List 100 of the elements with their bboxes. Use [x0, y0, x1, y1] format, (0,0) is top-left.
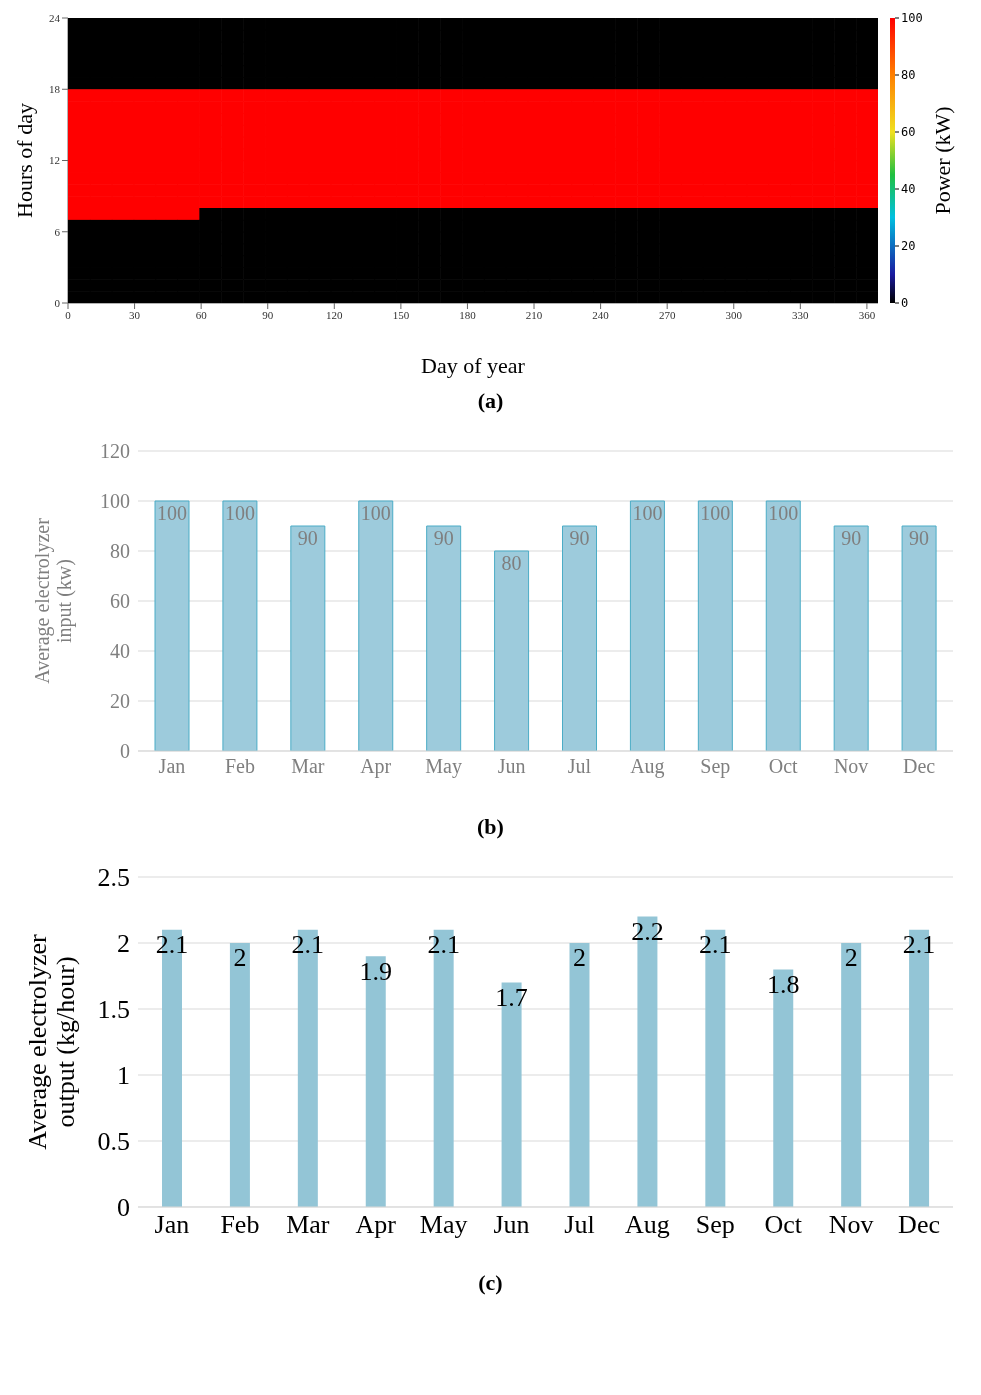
y-tick-label: 0.5: [97, 1127, 130, 1157]
color-bar-label: 80: [901, 68, 916, 82]
x-tick-label: Jun: [497, 755, 526, 778]
data-label: 90: [841, 527, 862, 550]
y-tick-label: 20: [110, 690, 130, 713]
data-label: 2.1: [902, 930, 936, 960]
bar: [154, 500, 190, 751]
data-label: 100: [224, 502, 255, 525]
x-tick-label: 270: [658, 308, 676, 321]
y-axis-title: Hours of day: [12, 103, 37, 218]
text: (b): [476, 814, 505, 840]
x-tick-label: 360: [858, 308, 876, 321]
data-label: 90: [569, 527, 590, 550]
color-bar-label: 0: [901, 296, 909, 310]
color-bar-label: 60: [901, 125, 916, 139]
color-bar-label: 20: [901, 239, 916, 253]
y-tick-label: 18: [49, 83, 61, 96]
x-tick-label: Sep: [695, 1210, 735, 1240]
text: (c): [477, 1270, 504, 1296]
bar: [229, 943, 250, 1207]
x-tick-label: Mar: [291, 755, 325, 778]
y-tick-label: 40: [110, 640, 130, 663]
y-tick-label: 0: [120, 740, 130, 763]
y-tick-label: 24: [49, 11, 61, 24]
x-tick-label: Jul: [567, 755, 592, 778]
x-tick-label: 90: [262, 308, 274, 321]
x-tick-label: Apr: [355, 1210, 397, 1240]
x-tick-label: Oct: [764, 1210, 803, 1240]
x-tick-label: 210: [525, 308, 543, 321]
y-tick-label: 100: [100, 490, 130, 513]
bar: [697, 500, 733, 751]
data-label: 1.9: [359, 956, 392, 986]
y-tick-label: 60: [110, 590, 130, 613]
bar: [833, 525, 869, 751]
y-tick-label: 2: [117, 929, 130, 959]
data-label: 1.7: [495, 983, 528, 1013]
data-label: 2.1: [427, 930, 460, 960]
x-tick-label: May: [419, 1210, 468, 1240]
data-label: 100: [700, 502, 731, 525]
bar: [494, 550, 530, 751]
data-label: 100: [768, 502, 799, 525]
data-label: 100: [360, 502, 391, 525]
x-tick-label: May: [425, 755, 462, 779]
x-tick-label: 180: [459, 308, 477, 321]
color-bar-label: 40: [901, 182, 916, 196]
x-tick-label: 120: [326, 308, 344, 321]
x-tick-label: Dec: [898, 1210, 940, 1240]
bar: [901, 525, 937, 751]
y-tick-label: 1.5: [97, 995, 130, 1025]
x-tick-label: Jan: [158, 755, 186, 778]
y-tick-label: 80: [110, 540, 130, 563]
y-axis-title: Average electrolyzer output (kg/hour): [22, 934, 81, 1150]
data-label: 90: [297, 527, 318, 550]
color-bar-title: Power (kW): [930, 106, 955, 215]
x-tick-label: Feb: [224, 755, 255, 778]
bar: [841, 943, 862, 1207]
bar: [222, 500, 258, 751]
x-tick-label: Nov: [833, 755, 869, 778]
x-tick-label: Aug: [630, 755, 665, 779]
data-label: 80: [501, 552, 522, 575]
y-tick-label: 12: [49, 154, 60, 167]
x-tick-label: 30: [129, 308, 141, 321]
x-tick-label: Nov: [828, 1210, 874, 1240]
data-label: 2.1: [155, 930, 189, 960]
bar: [569, 943, 590, 1207]
x-tick-label: 0: [65, 308, 72, 321]
x-tick-label: Dec: [902, 755, 936, 778]
x-tick-label: 240: [592, 308, 610, 321]
data-label: 2.1: [699, 930, 732, 960]
bar: [426, 525, 462, 751]
bar: [290, 525, 326, 751]
x-tick-label: Jun: [493, 1210, 530, 1240]
data-label: 2: [233, 943, 247, 973]
data-label: 1.8: [767, 969, 800, 999]
x-tick-label: 330: [792, 308, 810, 321]
x-tick-label: Oct: [768, 755, 799, 778]
data-label: 100: [157, 502, 187, 525]
y-tick-label: 6: [54, 225, 61, 238]
data-label: 90: [433, 527, 454, 550]
color-bar-label: 100: [901, 11, 923, 25]
y-tick-label: 0: [54, 296, 61, 309]
data-label: 2: [844, 943, 858, 973]
data-label: 2.1: [291, 930, 325, 960]
x-tick-label: Sep: [700, 755, 731, 779]
x-tick-label: 300: [725, 308, 743, 321]
data-label: 90: [909, 527, 930, 550]
bar: [562, 525, 597, 751]
y-axis-title: Average electrolyzer input (kw): [31, 517, 76, 684]
x-tick-label: Jan: [154, 1210, 190, 1240]
text: (a): [476, 388, 505, 414]
y-tick-label: 2.5: [97, 863, 130, 893]
y-tick-label: 1: [117, 1061, 130, 1091]
x-tick-label: 60: [195, 308, 208, 321]
x-axis-title: Day of year: [421, 353, 526, 378]
data-label: 2: [573, 943, 586, 973]
x-tick-label: Feb: [220, 1210, 260, 1240]
y-tick-label: 120: [100, 440, 130, 463]
bar: [765, 500, 801, 751]
x-tick-label: Aug: [624, 1210, 670, 1240]
data-label: 2.2: [631, 917, 664, 947]
